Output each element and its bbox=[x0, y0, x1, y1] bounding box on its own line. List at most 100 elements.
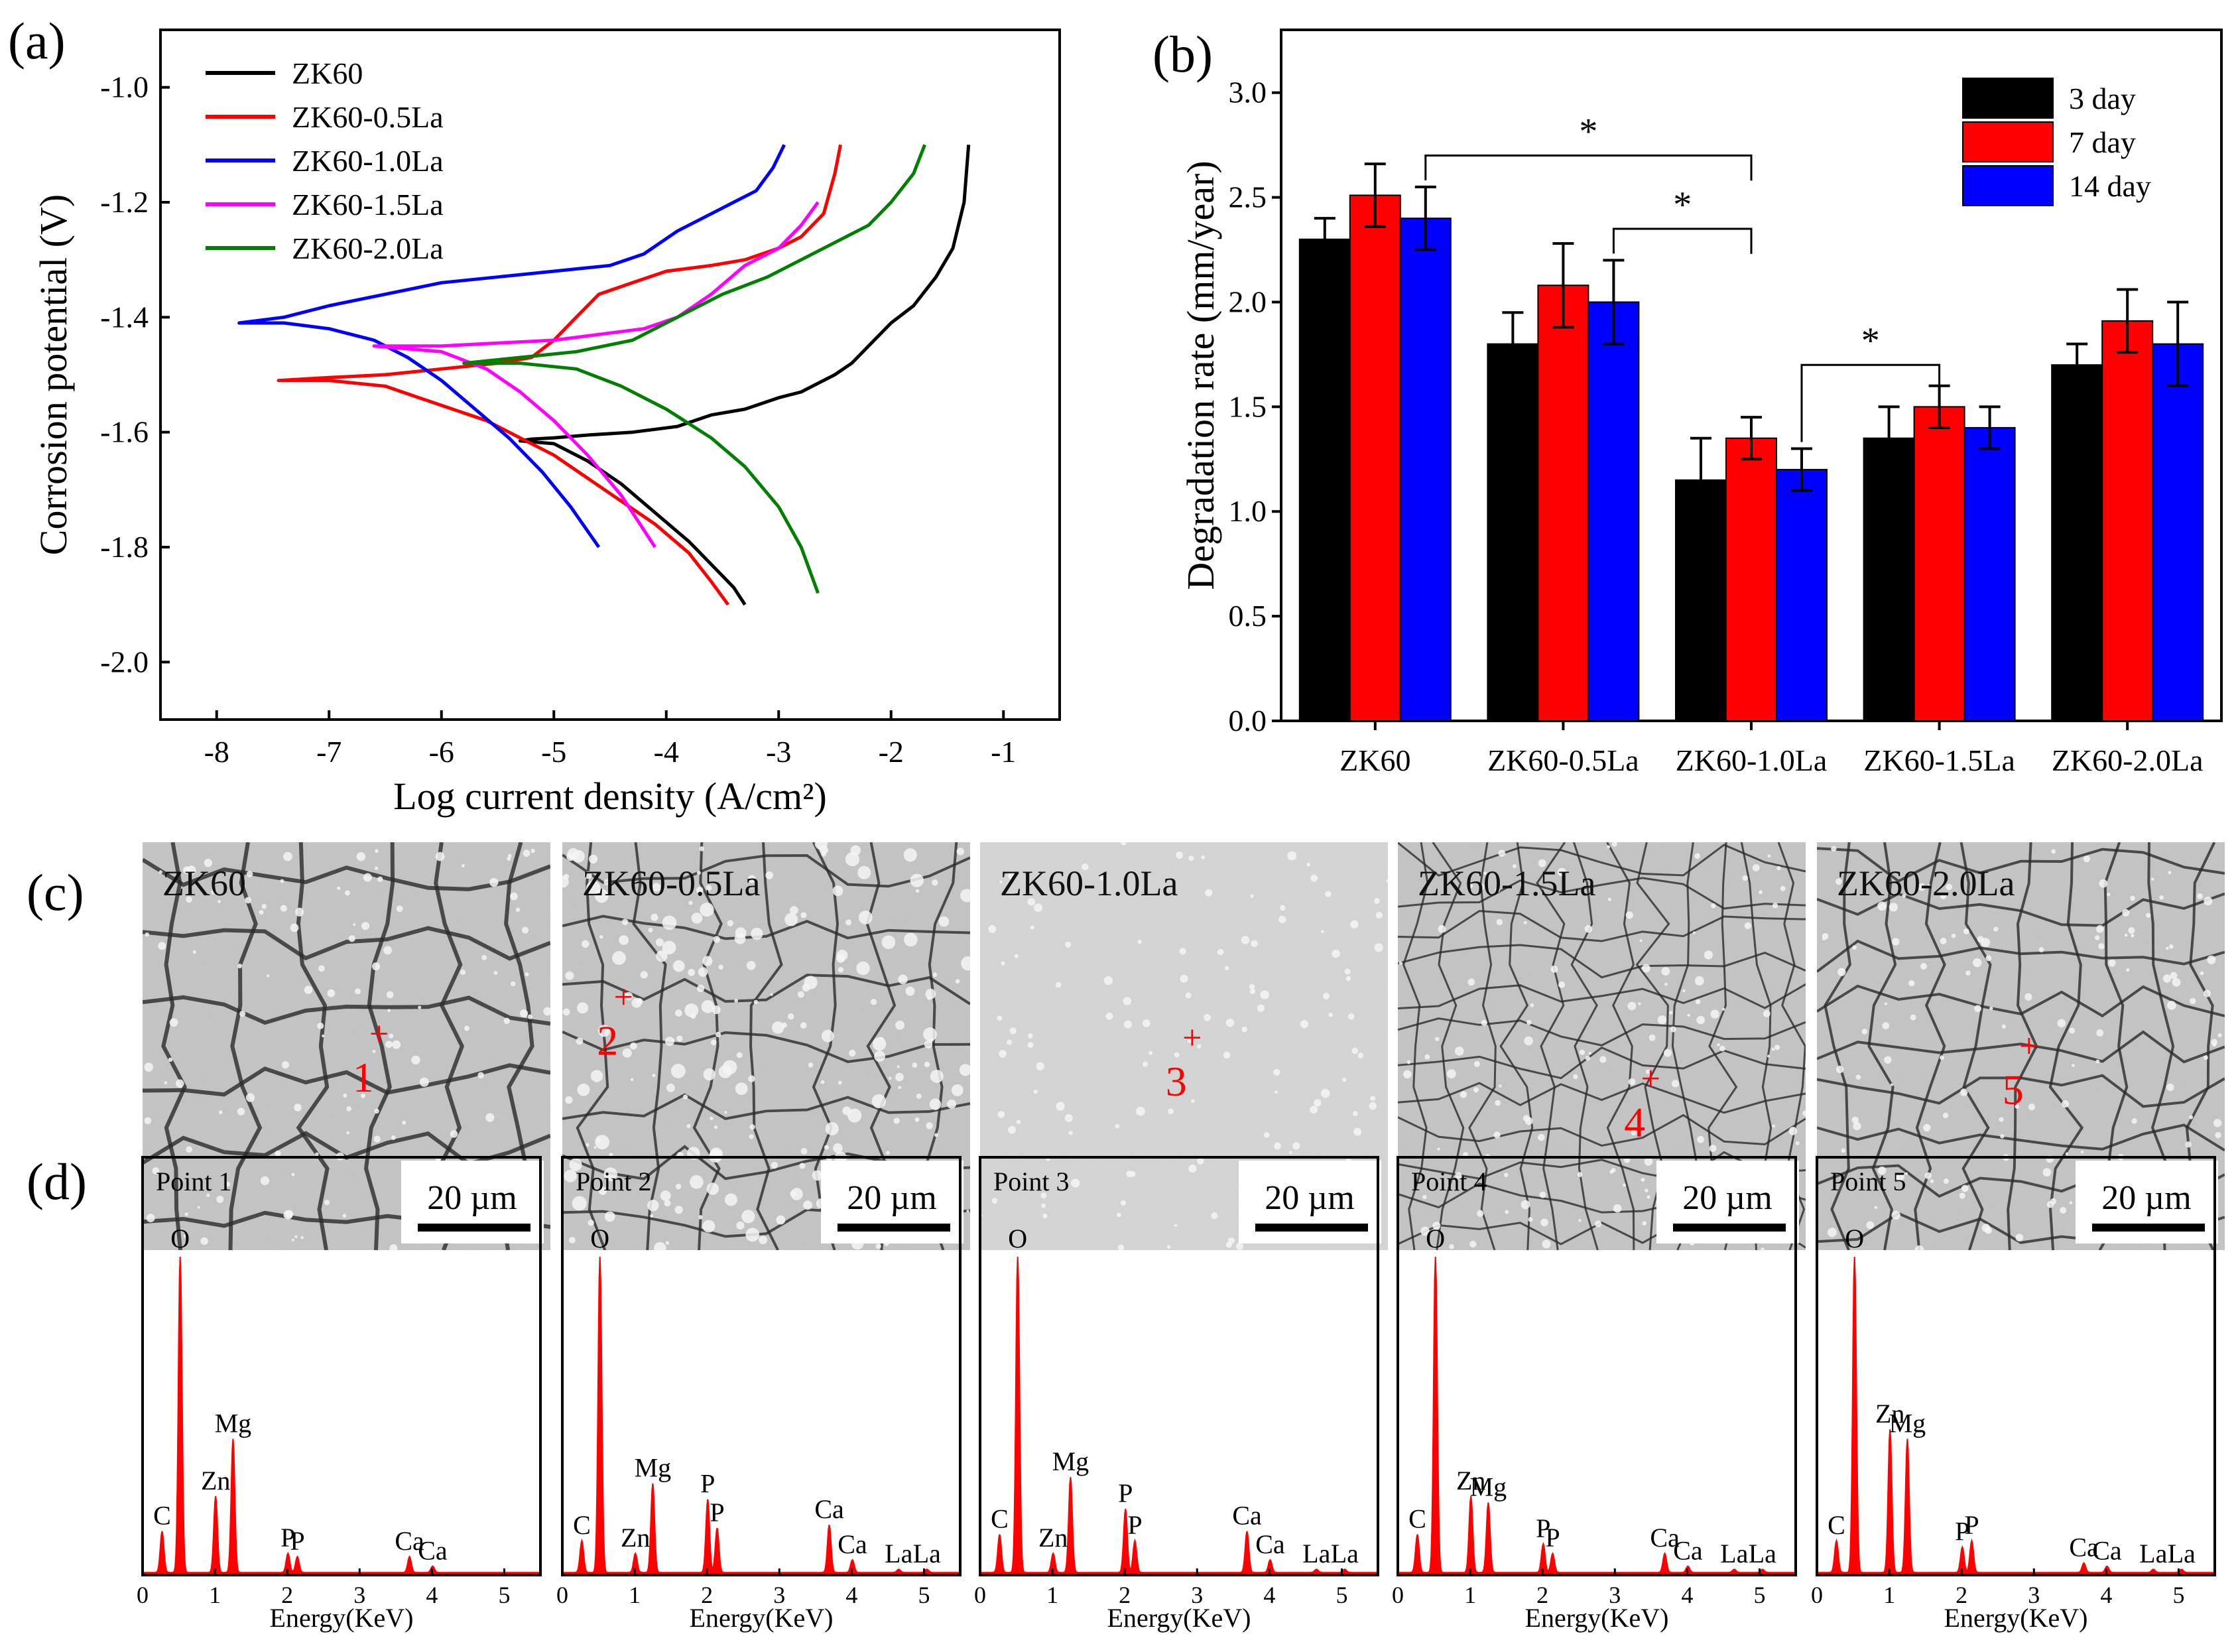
deposit-particle bbox=[1669, 1011, 1673, 1015]
x-tick-label: 0 bbox=[1811, 1582, 1823, 1608]
x-tick-label: 4 bbox=[1263, 1582, 1275, 1608]
deposit-particle bbox=[2057, 1019, 2066, 1028]
deposit-particle bbox=[411, 1055, 420, 1065]
scale-bar-label: 20 µm bbox=[847, 1179, 936, 1217]
deposit-particle bbox=[2051, 849, 2056, 854]
deposit-particle bbox=[1027, 1042, 1034, 1048]
deposit-particle bbox=[674, 1206, 683, 1214]
bar bbox=[2101, 320, 2154, 722]
deposit-particle bbox=[858, 911, 873, 924]
deposit-particle bbox=[648, 928, 653, 932]
deposit-particle bbox=[1350, 920, 1359, 929]
deposit-particle bbox=[1644, 1157, 1653, 1166]
crack-line bbox=[562, 1030, 970, 1063]
crack-line bbox=[1398, 842, 1806, 877]
deposit-particle bbox=[915, 889, 920, 893]
x-tick-label: 0 bbox=[137, 1582, 149, 1608]
deposit-particle bbox=[640, 971, 648, 979]
deposit-particle bbox=[1468, 883, 1473, 889]
deposit-particle bbox=[266, 974, 270, 978]
deposit-particle bbox=[285, 1210, 294, 1218]
deposit-particle bbox=[857, 865, 871, 879]
bar bbox=[1349, 194, 1401, 722]
y-tick-label: -2.0 bbox=[100, 645, 149, 678]
deposit-particle bbox=[1217, 948, 1224, 956]
deposit-particle bbox=[1406, 1060, 1411, 1064]
deposit-particle bbox=[1117, 1244, 1125, 1250]
peak-label: P bbox=[1545, 1523, 1560, 1553]
deposit-particle bbox=[2159, 895, 2164, 900]
deposit-particle bbox=[701, 1000, 715, 1013]
deposit-particle bbox=[1280, 905, 1286, 911]
deposit-particle bbox=[1540, 1218, 1548, 1227]
peak-label: P bbox=[290, 1526, 304, 1556]
deposit-particle bbox=[1225, 1018, 1235, 1027]
deposit-particle bbox=[1761, 1247, 1765, 1250]
deposit-particle bbox=[2095, 1059, 2100, 1064]
deposit-particle bbox=[1142, 1019, 1150, 1027]
deposit-particle bbox=[1573, 1074, 1578, 1080]
deposit-particle bbox=[800, 1022, 807, 1029]
x-tick-label: 0 bbox=[1392, 1582, 1404, 1608]
deposit-particle bbox=[2081, 1150, 2084, 1154]
deposit-particle bbox=[1321, 930, 1324, 934]
deposit-particle bbox=[1877, 1166, 1887, 1175]
significance-bracket bbox=[1612, 227, 1753, 254]
deposit-particle bbox=[1292, 1142, 1300, 1150]
series-line-2 bbox=[237, 144, 786, 548]
scale-bar bbox=[1255, 1224, 1368, 1232]
series-line-3 bbox=[372, 201, 820, 548]
deposit-particle bbox=[1742, 875, 1749, 881]
deposit-particle bbox=[790, 906, 798, 915]
deposit-particle bbox=[1882, 1022, 1890, 1030]
legend-label-4: ZK60-2.0La bbox=[292, 231, 444, 265]
deposit-particle bbox=[346, 1131, 349, 1135]
peak-label: Mg bbox=[215, 1408, 252, 1438]
deposit-particle bbox=[1344, 968, 1351, 975]
peak-label: P bbox=[1536, 1513, 1550, 1543]
analysis-point-marker: + bbox=[2019, 1028, 2038, 1066]
peak-label: P bbox=[280, 1523, 295, 1553]
deposit-particle bbox=[1611, 1168, 1616, 1173]
crack-line bbox=[1817, 1074, 2225, 1108]
deposit-particle bbox=[564, 1169, 577, 1182]
deposit-particle bbox=[2166, 1083, 2174, 1092]
deposit-particle bbox=[515, 907, 521, 913]
panel-label-a: (a) bbox=[8, 12, 66, 70]
deposit-particle bbox=[997, 1111, 1005, 1118]
deposit-particle bbox=[2168, 944, 2174, 949]
peak-label: La bbox=[1331, 1539, 1359, 1568]
deposit-particle bbox=[1504, 1173, 1509, 1177]
deposit-particle bbox=[507, 856, 511, 861]
deposit-particle bbox=[1064, 1113, 1073, 1123]
deposit-particle bbox=[1493, 1131, 1501, 1139]
x-tick-label: ZK60-0.5La bbox=[1487, 743, 1639, 777]
deposit-particle bbox=[966, 1210, 969, 1213]
deposit-particle bbox=[375, 849, 379, 854]
deposit-particle bbox=[765, 871, 774, 879]
deposit-particle bbox=[300, 1236, 304, 1239]
deposit-particle bbox=[886, 1151, 890, 1155]
deposit-particle bbox=[1890, 1083, 1893, 1086]
deposit-particle bbox=[845, 919, 852, 926]
deposit-particle bbox=[609, 1153, 613, 1157]
deposit-particle bbox=[1099, 876, 1105, 881]
deposit-particle bbox=[771, 1161, 778, 1169]
x-tick-label: ZK60-1.5La bbox=[1863, 743, 2015, 777]
deposit-particle bbox=[926, 1122, 933, 1129]
spectrum-trace bbox=[142, 1256, 541, 1576]
crack-line bbox=[363, 842, 395, 1250]
deposit-particle bbox=[1135, 1106, 1145, 1116]
spectrum-trace bbox=[1397, 1256, 1796, 1576]
deposit-particle bbox=[245, 1093, 255, 1102]
panel-label-d: (d) bbox=[27, 1153, 87, 1210]
deposit-particle bbox=[599, 934, 603, 939]
deposit-particle bbox=[903, 848, 917, 862]
plot-frame bbox=[979, 1156, 1379, 1576]
x-tick-label: 1 bbox=[209, 1582, 221, 1608]
deposit-particle bbox=[1645, 1188, 1648, 1192]
deposit-particle bbox=[912, 1062, 918, 1068]
deposit-particle bbox=[1008, 871, 1017, 880]
deposit-particle bbox=[1495, 1100, 1501, 1106]
